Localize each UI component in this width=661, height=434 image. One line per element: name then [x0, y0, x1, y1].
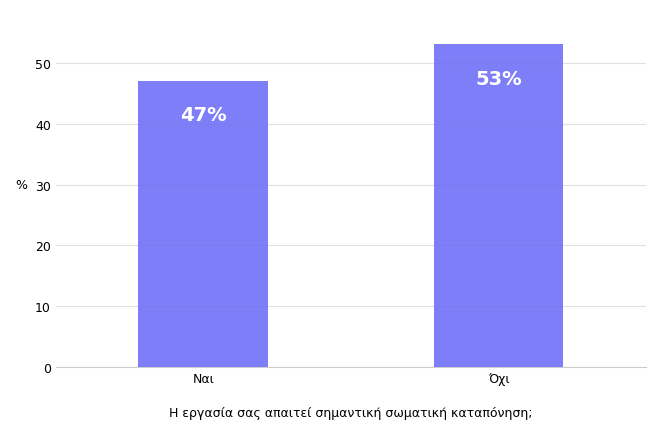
- Y-axis label: %: %: [15, 178, 27, 191]
- Text: 47%: 47%: [180, 106, 227, 125]
- Text: 53%: 53%: [475, 70, 522, 89]
- Bar: [138, 82, 268, 368]
- Bar: [434, 45, 563, 368]
- X-axis label: Η εργασία σας απαιτεί σημαντική σωματική καταπόνηση;: Η εργασία σας απαιτεί σημαντική σωματική…: [169, 406, 533, 419]
